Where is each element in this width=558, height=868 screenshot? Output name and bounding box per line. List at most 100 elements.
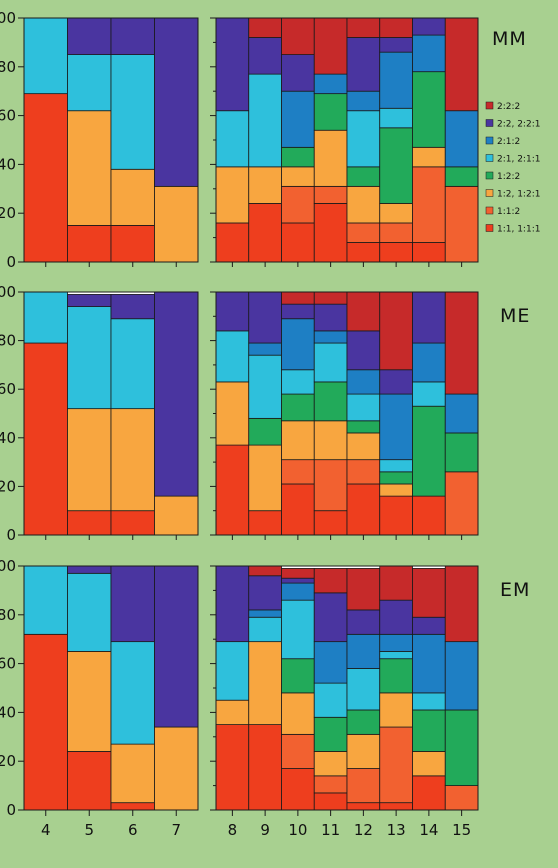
y-tick-label: 100 [0,283,16,301]
bar-segment [110,510,155,536]
legend-swatch [485,189,494,197]
bar-segment [346,393,381,422]
plot-frame-left [23,291,199,536]
bar-segment [248,417,282,446]
bar-segment [215,291,250,332]
bar-segment [67,751,112,811]
y-tick-label: 40 [0,429,16,447]
panel-label-em: EM [500,579,530,601]
bar-segment [346,568,381,611]
bar-segment [110,318,155,410]
legend-label: 1:2, 1:2:1 [497,190,540,200]
y-tick-label: 40 [0,703,16,721]
bar-segment [248,166,282,204]
bar-segment [110,743,155,804]
bar-segment [313,592,348,643]
bar-segment [412,34,446,73]
bar-segment [346,668,381,711]
bar-segment [281,54,315,92]
y-tick-label: 0 [6,253,16,271]
bar-segment [412,381,446,407]
legend-swatch [485,154,494,162]
bar-segment [346,483,381,536]
bar-segment [248,444,282,512]
x-tick-label: 6 [128,821,138,839]
bar-segment [110,641,155,745]
bar-segment [313,17,348,75]
bar-segment [313,775,348,794]
bar-segment [412,17,446,36]
bar-segment [313,330,348,344]
bar-segment [215,222,250,263]
bar-segment [23,633,68,811]
bar-segment [313,641,348,684]
x-tick-label: 11 [321,821,340,839]
bar-segment [281,222,315,263]
bar-segment [313,716,348,752]
y-tick-label: 80 [0,606,16,624]
bar-segment [248,616,282,643]
bar-segment [444,785,479,811]
bar-segment [281,146,315,168]
bar-segment [110,565,155,643]
bar-segment [444,709,479,787]
x-tick-label: 4 [41,821,51,839]
bar-segment [346,17,381,38]
bar-segment [313,381,348,422]
bar-segment [379,17,413,38]
bar-segment [281,303,315,320]
bar-segment [412,291,446,344]
y-tick-label: 40 [0,155,16,173]
bar-segment [67,306,112,410]
bar-segment [248,575,282,611]
bar-segment [379,599,413,635]
legend-label: 2:1:2 [497,137,520,147]
bar-segment [313,203,348,263]
bar-segment [67,565,112,574]
bar-segment [379,471,413,485]
bar-segment [23,342,68,536]
bar-segment [281,768,315,811]
bar-segment [313,73,348,95]
bar-segment [412,405,446,497]
bar-segment [444,110,479,168]
bar-segment [346,185,381,224]
bar-segment [281,393,315,422]
bar-segment [346,242,381,263]
legend-swatch [485,206,494,215]
bar-segment [281,17,315,55]
bar-segment [379,369,413,395]
bar-segment [313,303,348,332]
bar-segment [444,17,479,112]
bar-segment [444,393,479,434]
bar-segment [412,709,446,752]
bar-segment [215,444,250,536]
bar-segment [281,185,315,224]
bar-segment [248,565,282,577]
bar-segment [215,110,250,168]
bar-segment [215,641,250,701]
bar-segment [154,291,199,497]
bar-segment [346,37,381,92]
bar-segment [412,775,446,811]
bar-segment [67,294,112,307]
x-tick-label: 15 [452,821,471,839]
bar-segment [313,93,348,131]
bar-segment [110,54,155,170]
bar-segment [444,565,479,643]
bar-segment [444,641,479,711]
bar-segment [248,609,282,618]
legend-swatch [485,101,494,110]
y-tick-label: 20 [0,204,16,222]
bar-segment [281,291,315,305]
y-tick-label: 100 [0,9,16,27]
y-tick-label: 0 [6,801,16,819]
bar-segment [67,651,112,752]
y-tick-label: 20 [0,752,16,770]
bar-segment [412,146,446,168]
bar-segment [346,420,381,434]
bar-segment [412,692,446,711]
bar-segment [248,641,282,726]
bar-segment [379,633,413,652]
